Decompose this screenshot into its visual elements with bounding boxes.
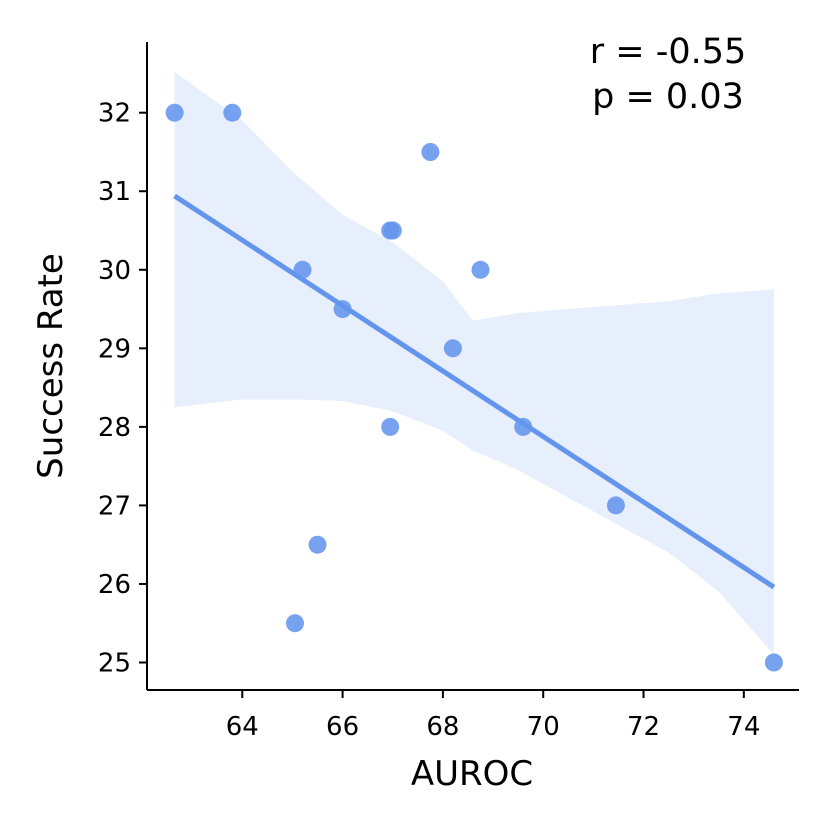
correlation-p-label: p = 0.03	[592, 77, 744, 117]
x-tick-label: 72	[627, 712, 660, 742]
data-point	[421, 143, 440, 161]
y-tick-label: 30	[98, 256, 131, 286]
data-point	[764, 653, 783, 672]
data-point	[514, 417, 533, 436]
x-tick-label: 74	[727, 712, 760, 742]
y-tick-label: 25	[98, 649, 131, 679]
y-tick-label: 31	[98, 177, 131, 207]
data-point	[471, 260, 490, 279]
x-axis-title: AUROC	[411, 754, 533, 794]
y-tick-label: 26	[98, 570, 131, 600]
y-axis-ticks: 25 26 27 28 29 30 31 32	[98, 99, 147, 679]
data-point	[606, 496, 625, 515]
y-axis-title: Success Rate	[31, 253, 71, 479]
y-tick-label: 29	[98, 334, 131, 364]
confidence-band	[174, 71, 774, 655]
data-point	[381, 417, 400, 436]
x-tick-label: 68	[426, 712, 459, 742]
data-point	[443, 339, 462, 358]
correlation-r-label: r = -0.55	[590, 32, 747, 72]
y-tick-label: 27	[98, 491, 131, 521]
data-point	[165, 103, 184, 122]
x-tick-label: 64	[226, 712, 259, 742]
regression-line	[173, 193, 776, 590]
data-point	[383, 221, 402, 240]
data-point	[308, 535, 327, 554]
data-point	[286, 614, 304, 633]
data-point	[223, 103, 242, 122]
x-tick-label: 66	[326, 712, 359, 742]
y-tick-label: 28	[98, 413, 131, 443]
x-tick-label: 70	[527, 712, 560, 742]
data-point	[333, 300, 352, 319]
data-points	[165, 103, 783, 672]
data-point	[293, 260, 312, 279]
y-tick-label: 32	[98, 99, 131, 129]
x-axis-ticks: 64 66 68 70 72 74	[226, 690, 760, 742]
